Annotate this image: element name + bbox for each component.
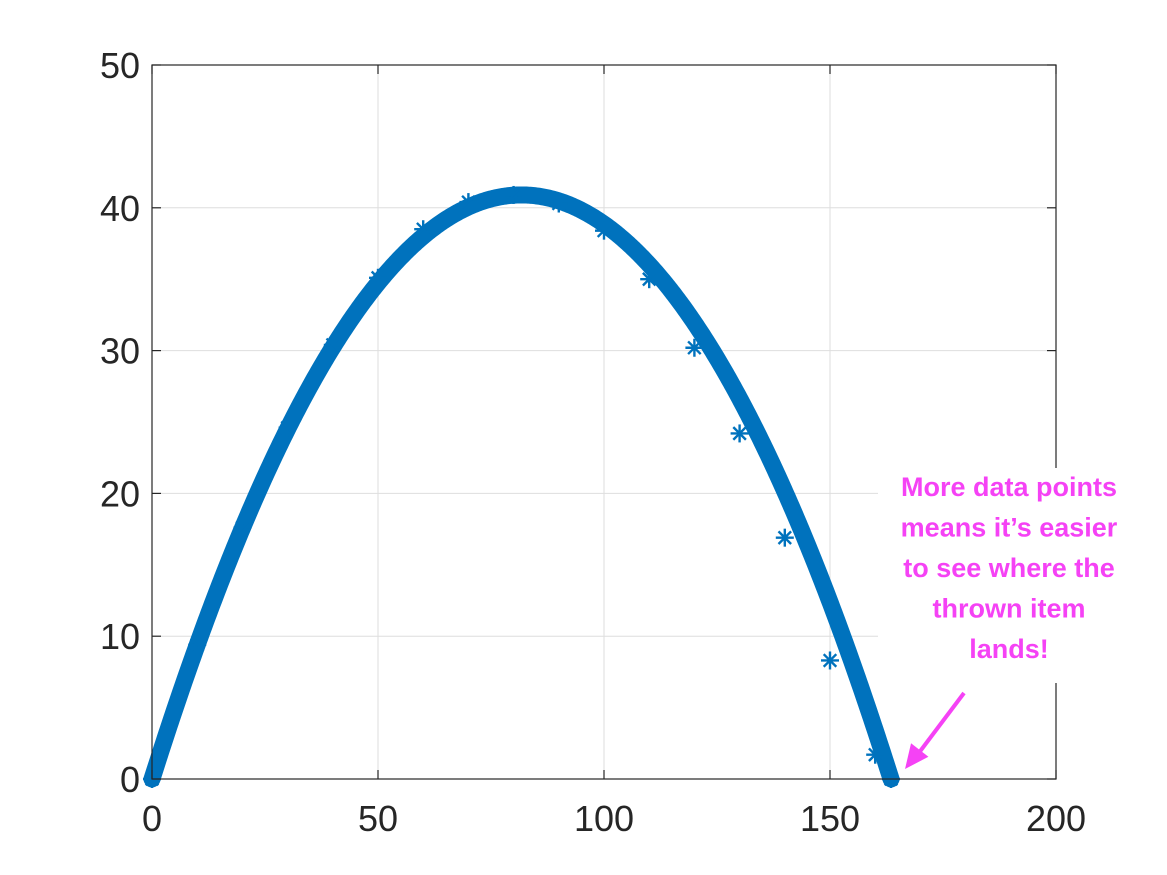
annotation-arrow-shaft	[913, 691, 966, 760]
data-point	[323, 335, 342, 354]
y-tick-label: 50	[100, 45, 140, 86]
data-point	[549, 194, 568, 213]
data-point	[278, 418, 297, 437]
data-point	[730, 424, 749, 443]
annotation-text: More data points means it’s easier to see …	[901, 472, 1118, 664]
data-point	[866, 745, 885, 764]
x-tick-labels: 0 50 100 150 200	[142, 798, 1086, 839]
y-tick-label: 0	[120, 759, 140, 800]
data-point	[233, 518, 252, 537]
annotation-line: lands!	[969, 634, 1049, 664]
y-tick-label: 40	[100, 188, 140, 229]
y-tick-labels: 0 10 20 30 40 50	[100, 45, 140, 800]
x-tick-label: 200	[1026, 798, 1086, 839]
data-point	[369, 268, 387, 287]
x-tick-label: 0	[142, 798, 162, 839]
data-point	[504, 185, 523, 204]
annotation-background	[878, 468, 1140, 683]
data-point	[188, 635, 207, 654]
data-point	[595, 221, 613, 240]
data-point	[459, 193, 478, 212]
y-tick-label: 10	[100, 616, 140, 657]
annotation-line: thrown item	[933, 594, 1086, 624]
data-point	[775, 528, 794, 547]
x-tick-label: 100	[574, 798, 634, 839]
annotation: More data points means it’s easier to see …	[878, 468, 1140, 769]
data-point	[640, 270, 659, 289]
y-tick-label: 30	[100, 331, 140, 372]
data-point	[685, 338, 704, 357]
data-point	[821, 651, 839, 670]
annotation-arrow-head	[905, 743, 929, 769]
annotation-line: More data points	[901, 472, 1117, 502]
annotation-arrow	[905, 691, 966, 769]
data-point	[414, 220, 433, 239]
annotation-line: to see where the	[903, 553, 1115, 583]
x-tick-label: 150	[800, 798, 860, 839]
y-tick-label: 20	[100, 473, 140, 514]
annotation-line: means it’s easier	[901, 513, 1118, 543]
x-tick-label: 50	[358, 798, 398, 839]
